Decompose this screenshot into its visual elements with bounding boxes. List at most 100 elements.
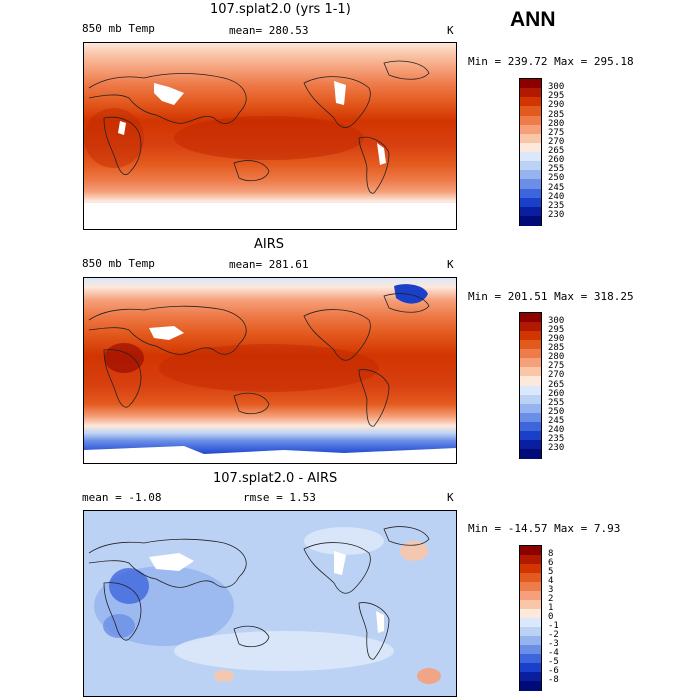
colorbar-tick-label: 270 [548, 136, 565, 147]
colorbar-tick-label: -6 [548, 666, 559, 676]
colorbar-box [520, 591, 541, 601]
colorbar-box [520, 573, 541, 583]
colorbar-tick-label: 0 [548, 612, 554, 622]
colorbar-tick-label: 285 [548, 109, 565, 120]
colorbar-tick-label: 8 [548, 549, 554, 559]
colorbar-tick-label: 230 [548, 442, 565, 453]
panel-1-title: 107.splat2.0 (yrs 1-1) [210, 2, 351, 17]
panel-2-variable-label: 850 mb Temp [82, 257, 155, 270]
colorbar-box [520, 421, 541, 432]
colorbar-box [520, 672, 541, 682]
colorbar-tick-label: 275 [548, 127, 565, 138]
panel-1-mean-label: mean= 280.53 [229, 24, 309, 37]
colorbar-tick-label: 290 [548, 334, 565, 345]
panel-3-colorbar [519, 545, 542, 691]
colorbar-box [520, 79, 541, 89]
panel-2-map-svg [84, 278, 456, 463]
colorbar-tick-label: 275 [548, 361, 565, 372]
colorbar-tick-label: 295 [548, 91, 565, 102]
colorbar-box [520, 152, 541, 162]
colorbar-tick-label: 250 [548, 406, 565, 417]
panel-2-title: AIRS [254, 237, 285, 252]
colorbar-box [520, 179, 541, 189]
colorbar-box [520, 385, 541, 396]
colorbar-tick-label: 250 [548, 173, 565, 184]
colorbar-tick-label: 280 [548, 118, 565, 129]
colorbar-box [520, 161, 541, 171]
colorbar-box [520, 358, 541, 368]
colorbar-box [520, 681, 541, 691]
colorbar-box [520, 663, 541, 673]
panel-1-map [83, 42, 457, 230]
colorbar-box [520, 555, 541, 565]
colorbar-box [520, 188, 541, 199]
colorbar-tick-label: -8 [548, 675, 559, 685]
colorbar-tick-label: -5 [548, 657, 559, 667]
colorbar-tick-label: 245 [548, 182, 565, 193]
colorbar-box [520, 88, 541, 98]
colorbar-box [520, 609, 541, 619]
colorbar-box [520, 430, 541, 441]
colorbar-box [520, 133, 541, 144]
colorbar-box [520, 627, 541, 637]
colorbar-box [520, 340, 541, 350]
colorbar-tick-label: 240 [548, 191, 565, 202]
colorbar-box [520, 564, 541, 574]
colorbar-box [520, 106, 541, 116]
panel-1-variable-label: 850 mb Temp [82, 22, 155, 35]
panel-3-map-svg [84, 511, 456, 696]
colorbar-box [520, 115, 541, 126]
colorbar-tick-label: -4 [548, 648, 559, 658]
colorbar-box [520, 215, 541, 226]
colorbar-box [520, 197, 541, 208]
colorbar-box [520, 97, 541, 107]
colorbar-tick-label: 300 [548, 82, 565, 93]
colorbar-tick-label: 255 [548, 164, 565, 175]
colorbar-tick-label: 260 [548, 155, 565, 166]
colorbar-box [520, 376, 541, 386]
colorbar-tick-label: 5 [548, 567, 554, 577]
colorbar-box [520, 367, 541, 377]
colorbar-box [520, 582, 541, 592]
colorbar-tick-label: 280 [548, 352, 565, 363]
panel-3-minmax-label: Min = -14.57 Max = 7.93 [468, 522, 621, 535]
colorbar-tick-label: -2 [548, 630, 559, 640]
colorbar-box [520, 394, 541, 405]
colorbar-tick-label: 235 [548, 433, 565, 444]
colorbar-tick-label: 240 [548, 424, 565, 435]
panel-3-units-label: K [447, 491, 454, 504]
colorbar-box [520, 322, 541, 332]
panel-2-minmax-label: Min = 201.51 Max = 318.25 [468, 290, 634, 303]
colorbar-box [520, 546, 541, 556]
colorbar-tick-label: 270 [548, 370, 565, 381]
panel-1-map-svg [84, 43, 456, 229]
colorbar-tick-label: 285 [548, 343, 565, 354]
colorbar-box [520, 313, 541, 323]
colorbar-tick-label: 245 [548, 415, 565, 426]
colorbar-box [520, 142, 541, 153]
panel-1-units-label: K [447, 24, 454, 37]
season-label: ANN [510, 8, 556, 31]
colorbar-tick-label: 230 [548, 209, 565, 220]
colorbar-tick-label: 1 [548, 603, 554, 613]
panel-3-title: 107.splat2.0 - AIRS [213, 471, 338, 486]
colorbar-tick-label: 300 [548, 316, 565, 327]
panel-2-map [83, 277, 457, 464]
colorbar-tick-label: 265 [548, 379, 565, 390]
colorbar-box [520, 206, 541, 217]
colorbar-tick-label: 260 [548, 388, 565, 399]
colorbar-box [520, 618, 541, 628]
colorbar-tick-label: 255 [548, 397, 565, 408]
colorbar-tick-label: 295 [548, 325, 565, 336]
colorbar-box [520, 636, 541, 646]
colorbar-tick-label: 235 [548, 200, 565, 211]
panel-1-minmax-label: Min = 239.72 Max = 295.18 [468, 55, 634, 68]
colorbar-box [520, 448, 541, 459]
colorbar-box [520, 412, 541, 423]
colorbar-tick-label: -3 [548, 639, 559, 649]
panel-1-colorbar [519, 78, 542, 226]
panel-3-mean-label: mean = -1.08 [82, 491, 162, 504]
colorbar-tick-label: 265 [548, 146, 565, 156]
panel-2-mean-label: mean= 281.61 [229, 258, 309, 271]
colorbar-box [520, 170, 541, 180]
